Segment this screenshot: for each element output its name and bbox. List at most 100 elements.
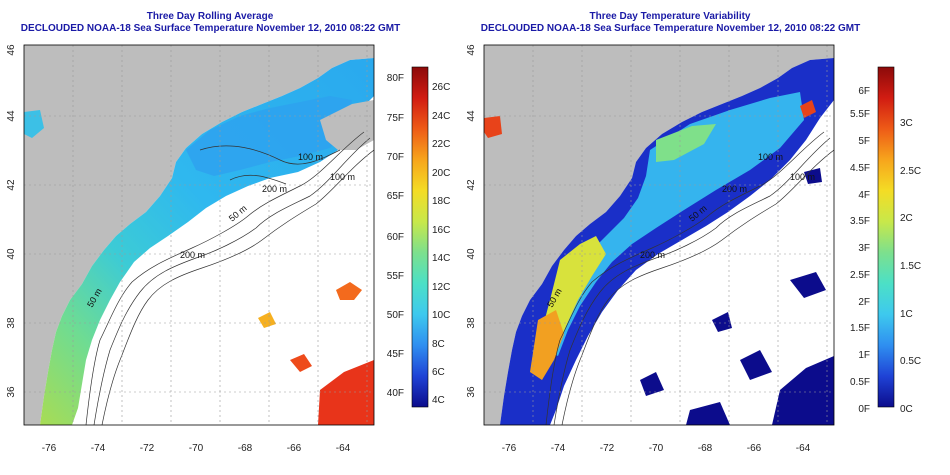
y-axis-ticks: 36 38 40 42 44 46 xyxy=(466,44,477,398)
y-tick-label: 38 xyxy=(466,317,477,329)
x-tick-label: -70 xyxy=(649,443,664,454)
colorbar-label: 20C xyxy=(432,168,450,179)
warm-water-patch xyxy=(258,312,276,328)
map-graticule xyxy=(24,45,374,425)
high-variability-zone xyxy=(530,310,564,380)
high-variability-zone xyxy=(800,100,816,118)
colorbar-celsius-labels: 0C 0.5C 1C 1.5C 2C 2.5C 3C xyxy=(900,118,921,415)
bathymetry-contours xyxy=(545,131,834,425)
bathymetry-contours xyxy=(85,131,374,425)
colorbar-label: 60F xyxy=(387,232,404,243)
colorbar-celsius-labels: 4C 6C 8C 10C 12C 14C 16C 18C 20C 22C 24C… xyxy=(432,82,450,406)
x-tick-label: -66 xyxy=(747,443,762,454)
map-frame xyxy=(23,44,375,426)
colorbar-label: 1F xyxy=(858,350,870,361)
colorbar-label: 0.5C xyxy=(900,356,921,367)
x-axis-ticks: -76 -74 -72 -70 -68 -66 -64 xyxy=(502,443,811,454)
x-tick-label: -64 xyxy=(336,443,351,454)
y-tick-label: 46 xyxy=(6,44,17,56)
x-tick-label: -64 xyxy=(796,443,811,454)
y-tick-label: 40 xyxy=(6,248,17,260)
colorbar-label: 40F xyxy=(387,388,404,399)
colorbar-label: 14C xyxy=(432,253,450,264)
colorbar-label: 0C xyxy=(900,404,913,415)
colorbar-label: 10C xyxy=(432,310,450,321)
colorbar-label: 5F xyxy=(858,136,870,147)
colorbar-label: 2.5C xyxy=(900,166,921,177)
warm-water-patch xyxy=(336,282,362,300)
right-map-title: Three Day Temperature Variability xyxy=(589,11,751,22)
colorbar-fahrenheit-labels: 0F 0.5F 1F 1.5F 2F 2.5F 3F 3.5F 4F 4.5F … xyxy=(850,86,870,415)
colorbar-label: 3.5F xyxy=(850,216,870,227)
map-frame xyxy=(483,44,835,426)
right-map-subtitle: DECLOUDED NOAA-18 Sea Surface Temperatur… xyxy=(480,23,861,34)
colorbar-label: 26C xyxy=(432,82,450,93)
x-tick-label: -70 xyxy=(189,443,204,454)
map-graticule xyxy=(484,45,834,425)
land-mass xyxy=(484,45,834,425)
left-colorbar xyxy=(411,66,429,408)
colorbar-label: 2.5F xyxy=(850,270,870,281)
colorbar-label: 6F xyxy=(858,86,870,97)
y-tick-label: 44 xyxy=(6,110,17,122)
high-variability-zone xyxy=(484,116,502,138)
right-colorbar xyxy=(877,66,895,408)
colorbar-label: 55F xyxy=(387,271,404,282)
colorbar-label: 2F xyxy=(858,297,870,308)
land-mass xyxy=(24,45,374,425)
depth-label: 100 m xyxy=(790,172,815,182)
x-tick-label: -68 xyxy=(698,443,713,454)
x-tick-label: -74 xyxy=(91,443,106,454)
colorbar-label: 6C xyxy=(432,367,445,378)
x-tick-label: -68 xyxy=(238,443,253,454)
y-tick-label: 36 xyxy=(6,386,17,398)
colorbar-label: 18C xyxy=(432,196,450,207)
colorbar-label: 16C xyxy=(432,225,450,236)
warm-water-patch xyxy=(290,354,312,372)
colorbar-label: 22C xyxy=(432,139,450,150)
colorbar-label: 5.5F xyxy=(850,109,870,120)
x-tick-label: -76 xyxy=(42,443,57,454)
y-tick-label: 44 xyxy=(466,110,477,122)
y-tick-label: 46 xyxy=(466,44,477,56)
colorbar-label: 1.5C xyxy=(900,261,921,272)
x-tick-label: -72 xyxy=(140,443,155,454)
colorbar-fahrenheit-labels: 40F 45F 50F 55F 60F 65F 70F 75F 80F xyxy=(387,73,404,399)
colorbar-label: 4.5F xyxy=(850,163,870,174)
depth-label: 100 m xyxy=(298,152,323,162)
y-tick-label: 42 xyxy=(466,179,477,191)
colorbar-label: 3C xyxy=(900,118,913,129)
sst-patch xyxy=(24,110,44,138)
left-map-title: Three Day Rolling Average xyxy=(146,11,274,22)
depth-label: 200 m xyxy=(262,184,287,194)
colorbar-label: 50F xyxy=(387,310,404,321)
y-tick-label: 40 xyxy=(466,248,477,260)
nova-scotia-land xyxy=(320,100,374,150)
colorbar-label: 3F xyxy=(858,243,870,254)
colorbar-label: 1.5F xyxy=(850,323,870,334)
colorbar-label: 12C xyxy=(432,282,450,293)
right-variability-map: 100 m 200 m 200 m 100 m 50 m 50 m -76 -7… xyxy=(466,44,921,454)
high-variability-zone xyxy=(656,124,716,162)
depth-label: 100 m xyxy=(758,152,783,162)
depth-label: 200 m xyxy=(640,250,665,260)
x-tick-label: -66 xyxy=(287,443,302,454)
moderate-variability-zone xyxy=(546,92,804,356)
y-axis-ticks: 36 38 40 42 44 46 xyxy=(6,44,17,398)
colorbar-label: 1C xyxy=(900,309,913,320)
colorbar-label: 4C xyxy=(432,395,445,406)
colorbar-label: 0F xyxy=(858,404,870,415)
scattered-variability-patches xyxy=(640,168,834,425)
colorbar-label: 0.5F xyxy=(850,377,870,388)
x-tick-label: -72 xyxy=(600,443,615,454)
colorbar-label: 8C xyxy=(432,339,445,350)
colorbar-label: 24C xyxy=(432,111,450,122)
left-map-subtitle: DECLOUDED NOAA-18 Sea Surface Temperatur… xyxy=(20,23,401,34)
y-tick-label: 38 xyxy=(6,317,17,329)
depth-label: 200 m xyxy=(722,184,747,194)
colorbar-label: 80F xyxy=(387,73,404,84)
left-sst-map: 100 m 200 m 200 m 100 m 50 m 50 m -76 -7… xyxy=(6,44,450,454)
colorbar-label: 75F xyxy=(387,113,404,124)
x-tick-label: -74 xyxy=(551,443,566,454)
colorbar-label: 65F xyxy=(387,191,404,202)
